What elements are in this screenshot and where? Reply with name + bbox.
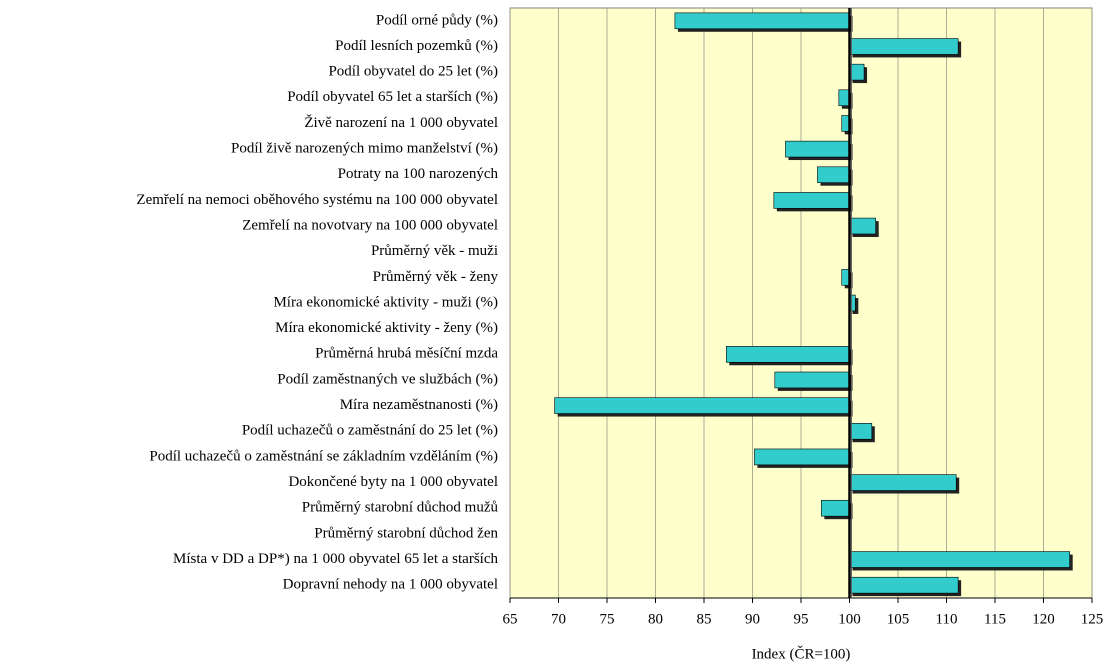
x-tick-label: 120 — [1032, 611, 1055, 627]
x-tick-label: 70 — [551, 611, 566, 627]
x-tick-label: 75 — [600, 611, 615, 627]
x-tick-label: 65 — [503, 611, 518, 627]
y-tick-label: Zemřelí na novotvary na 100 000 obyvatel — [242, 217, 498, 233]
bar — [849, 474, 957, 491]
y-tick-label: Zemřelí na nemoci oběhového systému na 1… — [136, 192, 498, 208]
y-tick-label: Živě narození na 1 000 obyvatel — [304, 114, 498, 131]
y-tick-label: Podíl lesních pozemků (%) — [335, 38, 498, 54]
x-tick-label: 115 — [984, 611, 1006, 627]
y-tick-label: Průměrný starobní důchod mužů — [302, 500, 499, 516]
y-tick-label: Míra ekonomické aktivity - muži (%) — [273, 294, 498, 310]
x-tick-label: 110 — [936, 611, 958, 627]
bar — [554, 397, 850, 414]
bar — [726, 346, 850, 363]
x-tick-label: 90 — [745, 611, 760, 627]
x-tick-label: 100 — [838, 611, 861, 627]
bar — [785, 140, 850, 158]
bar — [849, 551, 1070, 568]
x-axis-label: Index (ČR=100) — [752, 645, 851, 662]
x-tick-label: 80 — [648, 611, 663, 627]
bar — [838, 89, 850, 107]
y-tick-label: Průměrný věk - muži — [371, 243, 498, 259]
y-tick-label: Místa v DD a DP*) na 1 000 obyvatel 65 l… — [173, 551, 498, 567]
bar — [774, 371, 850, 389]
y-tick-label: Podíl živě narozených mimo manželství (%… — [231, 141, 498, 157]
y-tick-label: Podíl orné půdy (%) — [376, 12, 498, 28]
bar — [817, 166, 850, 183]
y-tick-label: Míra nezaměstnanosti (%) — [340, 397, 498, 413]
y-tick-label: Podíl obyvatel do 25 let (%) — [328, 64, 498, 80]
bar — [849, 576, 959, 594]
y-tick-label: Podíl uchazečů o zaměstnání se základním… — [149, 448, 498, 464]
y-tick-label: Dopravní nehody na 1 000 obyvatel — [283, 577, 498, 593]
y-tick-label: Potraty na 100 narozených — [338, 166, 499, 182]
bar — [849, 38, 959, 55]
bar — [674, 12, 850, 30]
y-tick-label: Podíl uchazečů o zaměstnání do 25 let (%… — [242, 423, 498, 439]
bar — [849, 217, 876, 235]
bar — [773, 192, 850, 209]
y-tick-label: Podíl zaměstnaných ve službách (%) — [277, 371, 498, 387]
y-tick-label: Dokončené byty na 1 000 obyvatel — [288, 474, 498, 490]
bar — [754, 448, 850, 466]
y-tick-label: Míra ekonomické aktivity - ženy (%) — [275, 320, 498, 336]
x-tick-label: 125 — [1081, 611, 1104, 627]
y-tick-label: Průměrný věk - ženy — [373, 269, 499, 285]
y-tick-label: Průměrný starobní důchod žen — [314, 525, 498, 541]
y-tick-label: Průměrná hrubá měsíční mzda — [315, 346, 498, 362]
x-tick-label: 95 — [794, 611, 809, 627]
y-tick-label: Podíl obyvatel 65 let a starších (%) — [287, 89, 498, 105]
bar — [821, 499, 850, 517]
x-tick-label: 85 — [697, 611, 712, 627]
bar — [849, 423, 873, 440]
x-tick-label: 105 — [887, 611, 910, 627]
